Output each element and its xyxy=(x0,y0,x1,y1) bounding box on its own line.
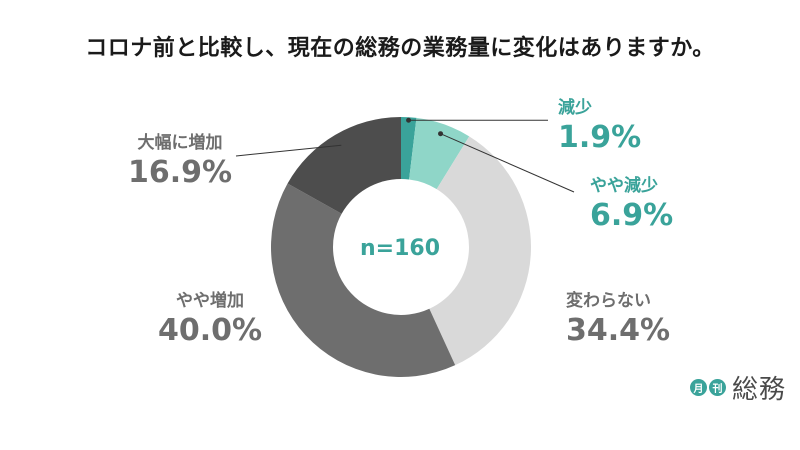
label-big-increase: 大幅に増加 16.9% xyxy=(120,135,240,188)
center-label: n=160 xyxy=(359,236,441,261)
donut-slice-0 xyxy=(401,117,417,180)
label-decrease: 減少 1.9% xyxy=(558,100,641,153)
logo-text: 総務 xyxy=(732,375,787,405)
label-decrease-name: 減少 xyxy=(558,98,592,118)
label-slight-decrease: やや減少 6.9% xyxy=(590,178,673,231)
label-slight-decrease-name: やや減少 xyxy=(590,176,658,196)
leader-line-slight-decrease xyxy=(440,133,575,193)
label-slight-increase: やや増加 40.0% xyxy=(150,293,270,346)
chart-title: コロナ前と比較し、現在の総務の業務量に変化はありますか。 xyxy=(85,36,715,61)
donut-slice-2 xyxy=(429,136,531,366)
label-slight-increase-name: やや増加 xyxy=(176,291,244,311)
label-big-increase-name: 大幅に増加 xyxy=(137,133,223,153)
gekkan-soumu-logo: 月 刊 総務 xyxy=(690,369,786,406)
logo-mark-issue: 刊 xyxy=(709,379,726,396)
leader-line-big-increase xyxy=(235,144,342,157)
label-decrease-value: 1.9% xyxy=(558,120,642,155)
label-big-increase-value: 16.9% xyxy=(127,155,233,190)
donut-slice-4 xyxy=(287,117,401,214)
label-no-change-name: 変わらない xyxy=(566,291,651,311)
donut-slice-1 xyxy=(409,117,470,190)
logo-mark-month: 月 xyxy=(690,379,707,396)
label-slight-decrease-value: 6.9% xyxy=(590,198,674,233)
label-slight-increase-value: 40.0% xyxy=(157,313,263,348)
label-no-change-value: 34.4% xyxy=(566,313,671,348)
label-no-change: 変わらない 34.4% xyxy=(566,293,670,346)
donut-slice-3 xyxy=(271,183,456,378)
